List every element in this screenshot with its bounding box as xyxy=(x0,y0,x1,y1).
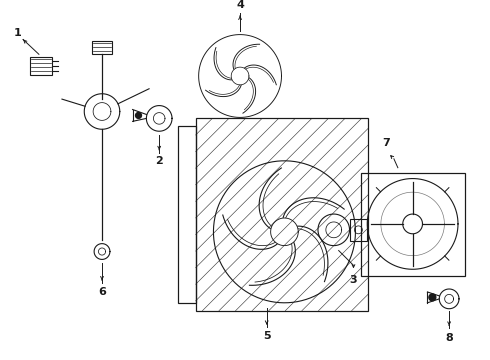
Text: 3: 3 xyxy=(350,275,357,285)
Bar xyxy=(349,219,368,241)
Text: 8: 8 xyxy=(445,333,453,343)
Text: 6: 6 xyxy=(98,287,106,297)
Text: 1: 1 xyxy=(13,28,21,37)
Bar xyxy=(196,118,368,311)
Circle shape xyxy=(136,112,142,118)
Bar xyxy=(178,126,196,303)
Text: 2: 2 xyxy=(155,156,163,166)
Text: 7: 7 xyxy=(382,138,390,148)
Bar xyxy=(92,41,112,54)
Text: 4: 4 xyxy=(236,0,244,10)
Bar xyxy=(30,57,52,75)
Text: 5: 5 xyxy=(263,331,270,341)
Circle shape xyxy=(429,294,436,301)
Bar xyxy=(361,173,465,276)
